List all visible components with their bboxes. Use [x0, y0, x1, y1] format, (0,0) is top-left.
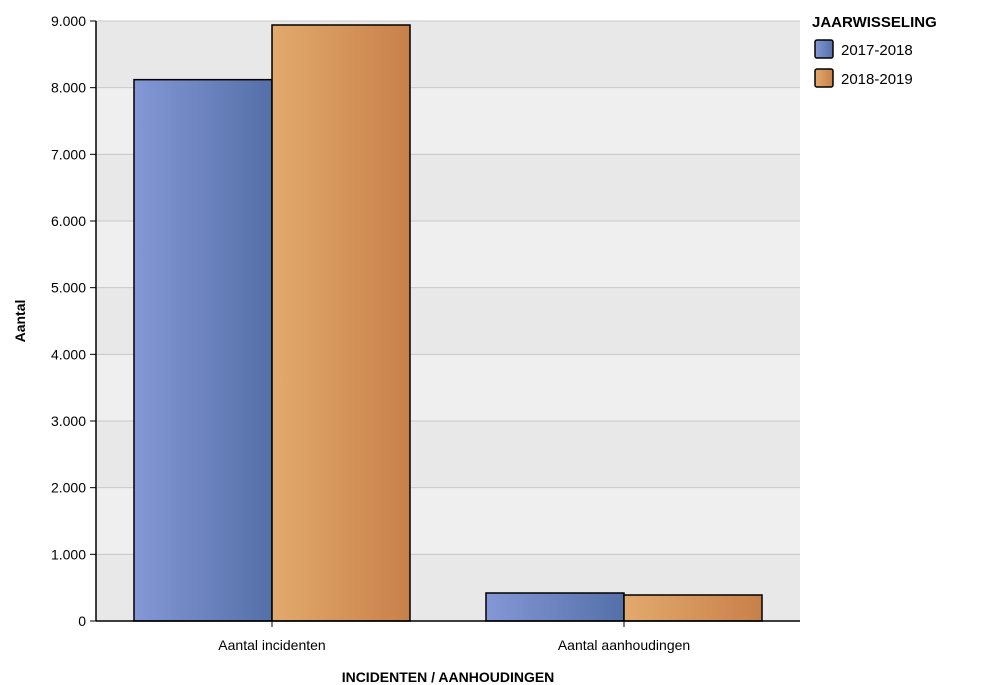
x-axis-categories: Aantal incidenten Aantal aanhoudingen [218, 621, 690, 653]
x-category-label: Aantal incidenten [218, 637, 325, 653]
y-tick-label: 5.000 [51, 280, 86, 296]
y-tick-label: 7.000 [51, 146, 86, 162]
bar-2017-2018-aantal-aanhoudingen [485, 592, 625, 622]
y-tick-label: 1.000 [51, 546, 86, 562]
y-tick-label: 9.000 [51, 13, 86, 29]
legend-label: 2018-2019 [841, 71, 913, 88]
y-tick-label: 0 [78, 613, 86, 629]
bar-2018-2019-aantal-incidenten [271, 24, 411, 622]
bars [133, 24, 763, 622]
y-axis-ticks: 0 1.000 2.000 3.000 4.000 5.000 6.000 7.000 8.00… [51, 13, 96, 629]
y-axis-title: Aantal [12, 300, 28, 343]
x-category-label: Aantal aanhoudingen [558, 637, 690, 653]
legend-swatch [814, 68, 834, 88]
x-axis-title: INCIDENTEN / AANHOUDINGEN [342, 669, 555, 685]
y-tick-label: 2.000 [51, 480, 86, 496]
legend: JAARWISSELING 2017-2018 2018-2019 [812, 14, 937, 88]
legend-swatch [814, 39, 834, 59]
y-tick-label: 3.000 [51, 413, 86, 429]
legend-title: JAARWISSELING [812, 14, 937, 31]
y-tick-label: 8.000 [51, 80, 86, 96]
y-tick-label: 6.000 [51, 213, 86, 229]
bar-2018-2019-aantal-aanhoudingen [623, 594, 763, 622]
y-tick-label: 4.000 [51, 346, 86, 362]
bar-2017-2018-aantal-incidenten [133, 78, 273, 622]
axes [95, 21, 800, 622]
legend-label: 2017-2018 [841, 42, 913, 59]
